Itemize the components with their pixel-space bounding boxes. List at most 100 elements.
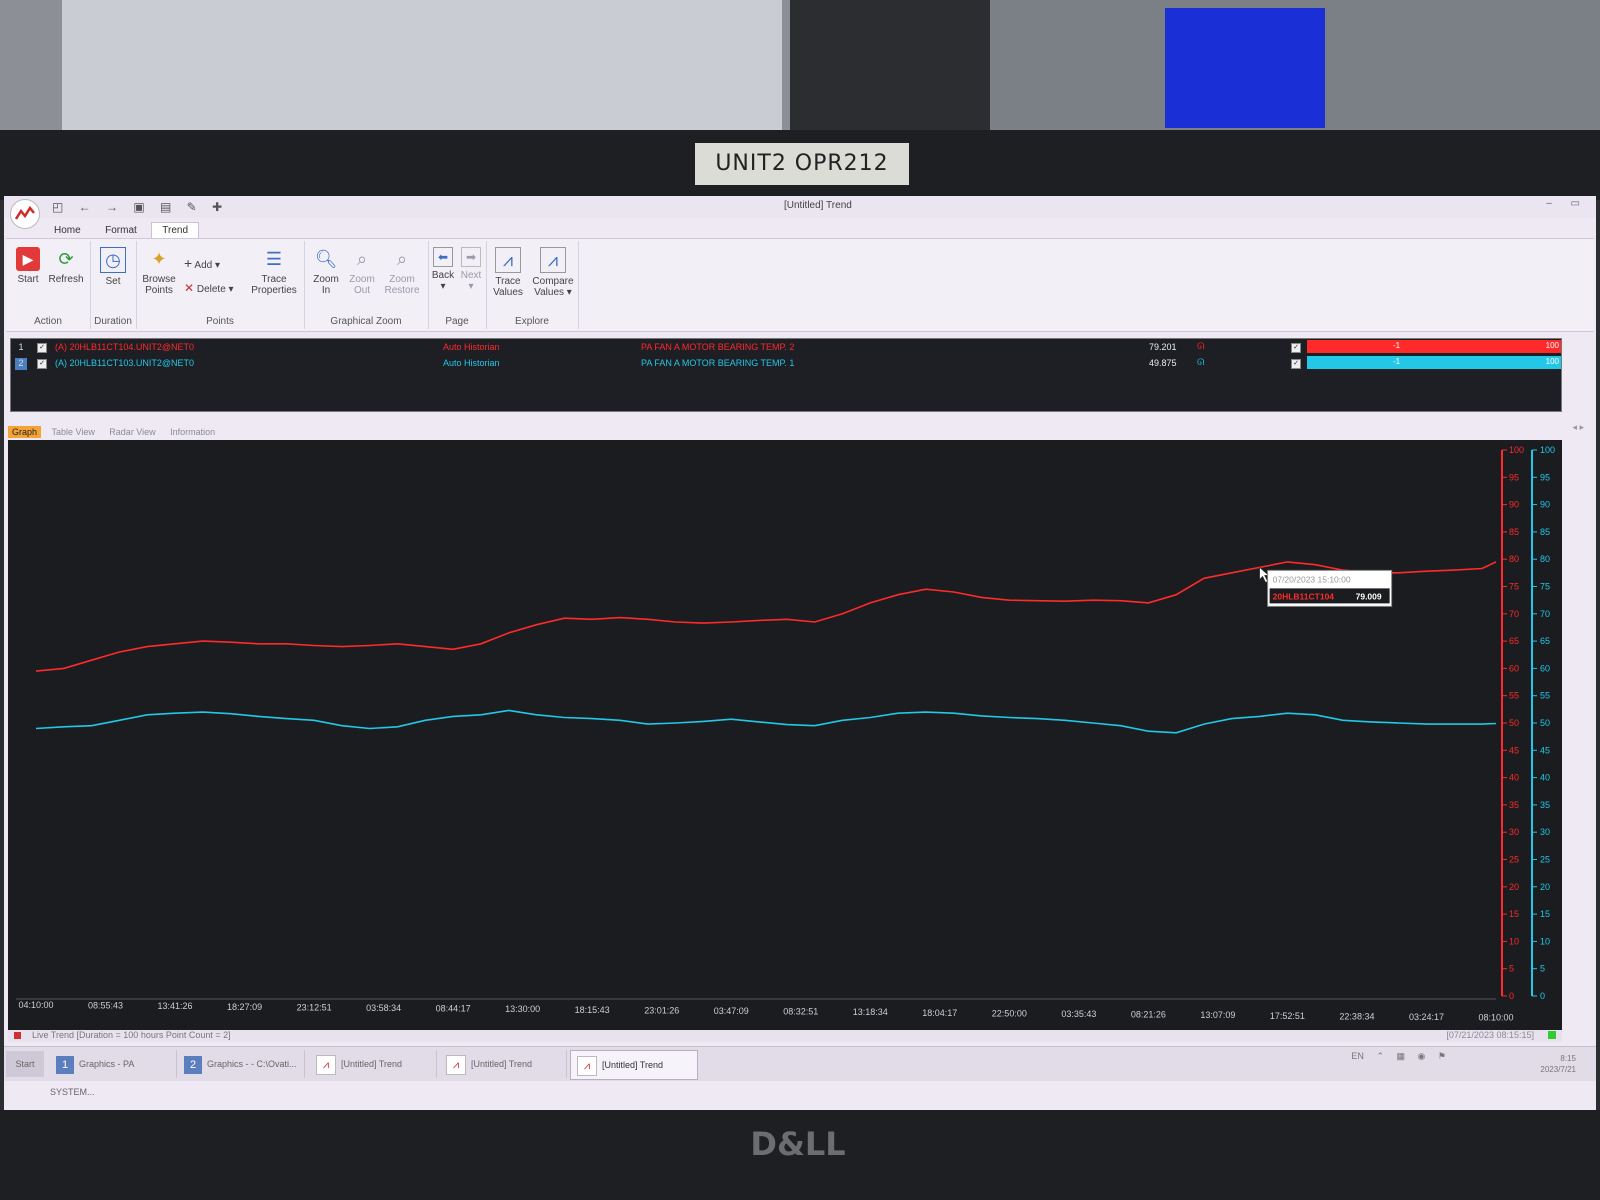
background-blue-screen [1165,8,1325,128]
tab-table-view[interactable]: Table View [51,427,95,437]
live-indicator-icon [14,1032,21,1039]
taskbar: Start 1 Graphics - PA SYSTEM... 2 Graphics… [4,1046,1596,1097]
ribbon-group-explore: ⩘ Trace Values ⩘ Compare Values ▾ Explor… [486,241,579,329]
trace-properties-button[interactable]: ☰ Trace Properties [251,249,297,296]
y-tick-label-cyan: 90 [1540,500,1550,510]
trend-app-icon: ⩘ [577,1055,597,1076]
tab-home[interactable]: Home [54,225,81,236]
trace-row[interactable]: 2 ✓ (A) 20HLB11CT103.UNIT2@NET0 Auto His… [11,355,1561,371]
y-tick-label-red: 70 [1509,609,1519,619]
x-tick-label: 08:44:17 [436,1004,471,1014]
start-button[interactable]: ▶ Start [8,247,48,285]
trace-description: PA FAN A MOTOR BEARING TEMP. 1 [641,358,795,368]
status-timestamp: [07/21/2023 08:15:15] [1446,1030,1534,1040]
y-tick-label-cyan: 45 [1540,745,1550,755]
y-tick-label-red: 5 [1509,964,1514,974]
y-tick-label-red: 100 [1509,445,1524,455]
tray-chevron-icon[interactable]: ⌃ [1376,1051,1384,1061]
zoom-out-button[interactable]: ⌕ Zoom Out [349,249,375,296]
trace-range-bar: -1 100 [1307,356,1561,369]
tab-graph[interactable]: Graph [8,426,42,438]
tab-trend[interactable]: Trend [151,222,200,238]
quick-access-toolbar[interactable]: ◰ ← → ▣ ▤ ✎ ✚ [52,200,229,214]
refresh-button[interactable]: ⟳ Refresh [48,249,84,285]
status-text: Live Trend [Duration = 100 hours Point C… [32,1030,231,1040]
tab-information[interactable]: Information [170,427,216,437]
taskbar-item[interactable]: 2 Graphics - - C:\Ovati... [178,1050,305,1078]
browse-points-button[interactable]: ✦ Browse Points [142,249,176,296]
x-tick-label: 13:07:09 [1200,1010,1235,1020]
trace-source: Auto Historian [443,358,500,368]
trace-row[interactable]: 1 ✓ (A) 20HLB11CT104.UNIT2@NET0 Auto His… [11,339,1561,355]
trend-graph[interactable]: 0 0 5 5 10 10 15 15 20 20 25 25 30 30 35 35 40 40 45 45 50 50… [8,440,1562,1030]
group-label-explore: Explore [515,316,549,327]
x-tick-label: 13:18:34 [853,1007,888,1017]
trace-style-icon: ᘏ [1197,357,1205,367]
series-line-20HLB11CT104 [35,561,1497,672]
y-tick-label-cyan: 65 [1540,636,1550,646]
y-tick-label-cyan: 80 [1540,554,1550,564]
app-logo-icon[interactable] [10,199,40,229]
y-tick-label-red: 50 [1509,718,1519,728]
y-tick-label-cyan: 75 [1540,582,1550,592]
zoom-in-button[interactable]: 🔍︎ Zoom In [313,249,339,296]
view-tabs: Graph Table View Radar View Information [8,422,221,438]
dell-logo: D&LL [750,1125,846,1163]
y-tick-label-cyan: 40 [1540,773,1550,783]
back-button[interactable]: ⬅ Back ▾ [428,247,458,292]
trace-checkbox[interactable]: ✓ [37,343,47,353]
y-tick-label-cyan: 5 [1540,964,1545,974]
system-clock[interactable]: 8:15 2023/7/21 [1540,1053,1576,1075]
monitor-bezel-bottom [0,1110,1600,1200]
trace-checkbox[interactable]: ✓ [37,359,47,369]
taskbar-item[interactable]: ⩘ [Untitled] Trend [310,1050,437,1078]
alert-icon[interactable]: ⚑ [1437,1051,1446,1061]
delete-point-button[interactable]: ✕ Delete ▾ [184,281,234,295]
x-tick-label: 13:30:00 [505,1004,540,1014]
next-button[interactable]: ➡ Next ▾ [456,247,486,292]
trace-visible-checkbox[interactable]: ✓ [1291,343,1301,353]
trace-list: 1 ✓ (A) 20HLB11CT104.UNIT2@NET0 Auto His… [10,338,1562,412]
set-duration-button[interactable]: ◷ Set [93,247,133,287]
volume-icon[interactable]: ◉ [1417,1051,1426,1061]
ribbon-group-action: ▶ Start ⟳ Refresh Action [6,241,91,329]
trace-values-button[interactable]: ⩘ Trace Values [488,247,528,298]
tab-radar-view[interactable]: Radar View [109,427,156,437]
language-indicator[interactable]: EN [1351,1051,1364,1061]
y-tick-label-red: 85 [1509,527,1519,537]
network-icon[interactable]: ▦ [1396,1051,1406,1061]
x-tick-label: 03:24:17 [1409,1012,1444,1022]
tab-scroll-arrows[interactable]: ◂ ▸ [1572,422,1584,432]
y-tick-label-cyan: 70 [1540,609,1550,619]
trace-style-icon: ᘏ [1197,341,1205,351]
y-tick-label-cyan: 20 [1540,882,1550,892]
trace-tag: (A) 20HLB11CT103.UNIT2@NET0 [55,358,195,368]
taskbar-item[interactable]: ⩘ [Untitled] Trend [440,1050,567,1078]
y-tick-label-cyan: 85 [1540,527,1550,537]
trace-values-icon: ⩘ [495,247,521,273]
trace-visible-checkbox[interactable]: ✓ [1291,359,1301,369]
compare-values-button[interactable]: ⩘ Compare Values ▾ [530,247,576,298]
add-point-button[interactable]: + Add ▾ [184,255,221,271]
taskbar-item-active[interactable]: ⩘ [Untitled] Trend [570,1050,698,1080]
start-menu-button[interactable]: Start [6,1051,44,1077]
x-tick-label: 03:35:43 [1061,1009,1096,1019]
zoom-out-icon: ⌕ [356,249,368,269]
y-tick-label-red: 55 [1509,691,1519,701]
tooltip-value: 79.009 [1356,591,1382,601]
series-line-20HLB11CT103 [35,709,1497,734]
trend-app-icon: ⩘ [316,1054,336,1075]
y-tick-label-cyan: 15 [1540,909,1550,919]
zoom-restore-button[interactable]: ⌕ Zoom Restore [384,249,420,296]
group-label-points: Points [206,316,234,327]
taskbar-item[interactable]: 1 Graphics - PA SYSTEM... [50,1050,177,1097]
ribbon: ▶ Start ⟳ Refresh Action ◷ Set Duration … [6,238,1594,332]
x-tick-label: 03:58:34 [366,1003,401,1013]
window-controls[interactable]: – ▭ [1546,198,1588,209]
graphics-app-icon: 1 [56,1055,74,1074]
x-tick-label: 04:10:00 [18,1000,53,1010]
x-tick-label: 08:55:43 [88,1001,123,1011]
y-tick-label-red: 90 [1509,500,1519,510]
tab-format[interactable]: Format [105,225,137,236]
